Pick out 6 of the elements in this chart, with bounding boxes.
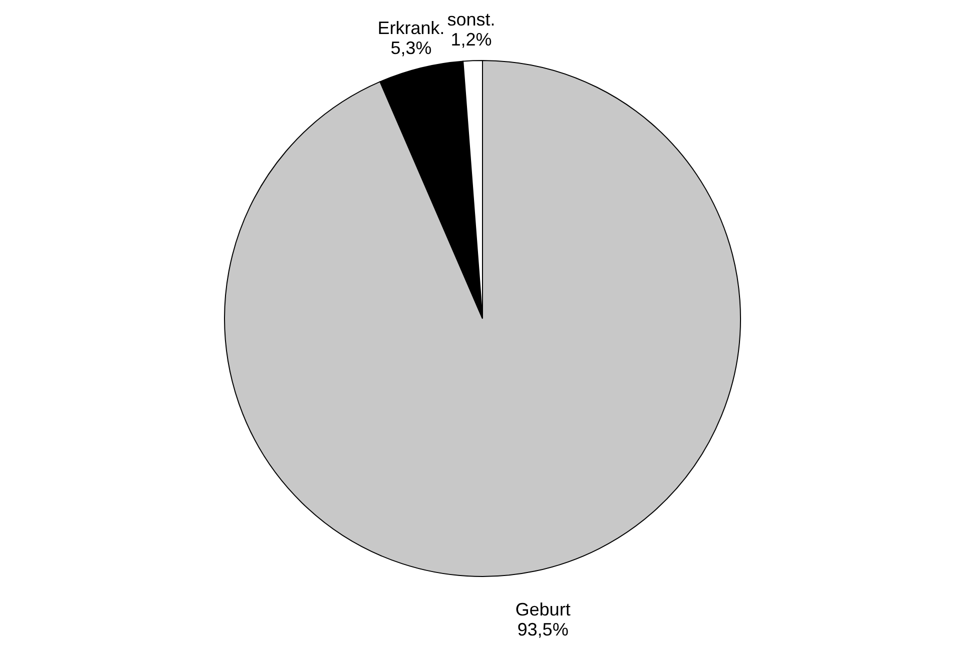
data-label: 1,2%: [450, 30, 492, 50]
slice-label: Geburt: [515, 599, 570, 620]
slice-label: Erkrank.: [378, 18, 445, 38]
data-label: 5,3%: [390, 38, 432, 58]
slice-label: sonst.: [447, 10, 496, 30]
data-label: 93,5%: [517, 619, 568, 640]
